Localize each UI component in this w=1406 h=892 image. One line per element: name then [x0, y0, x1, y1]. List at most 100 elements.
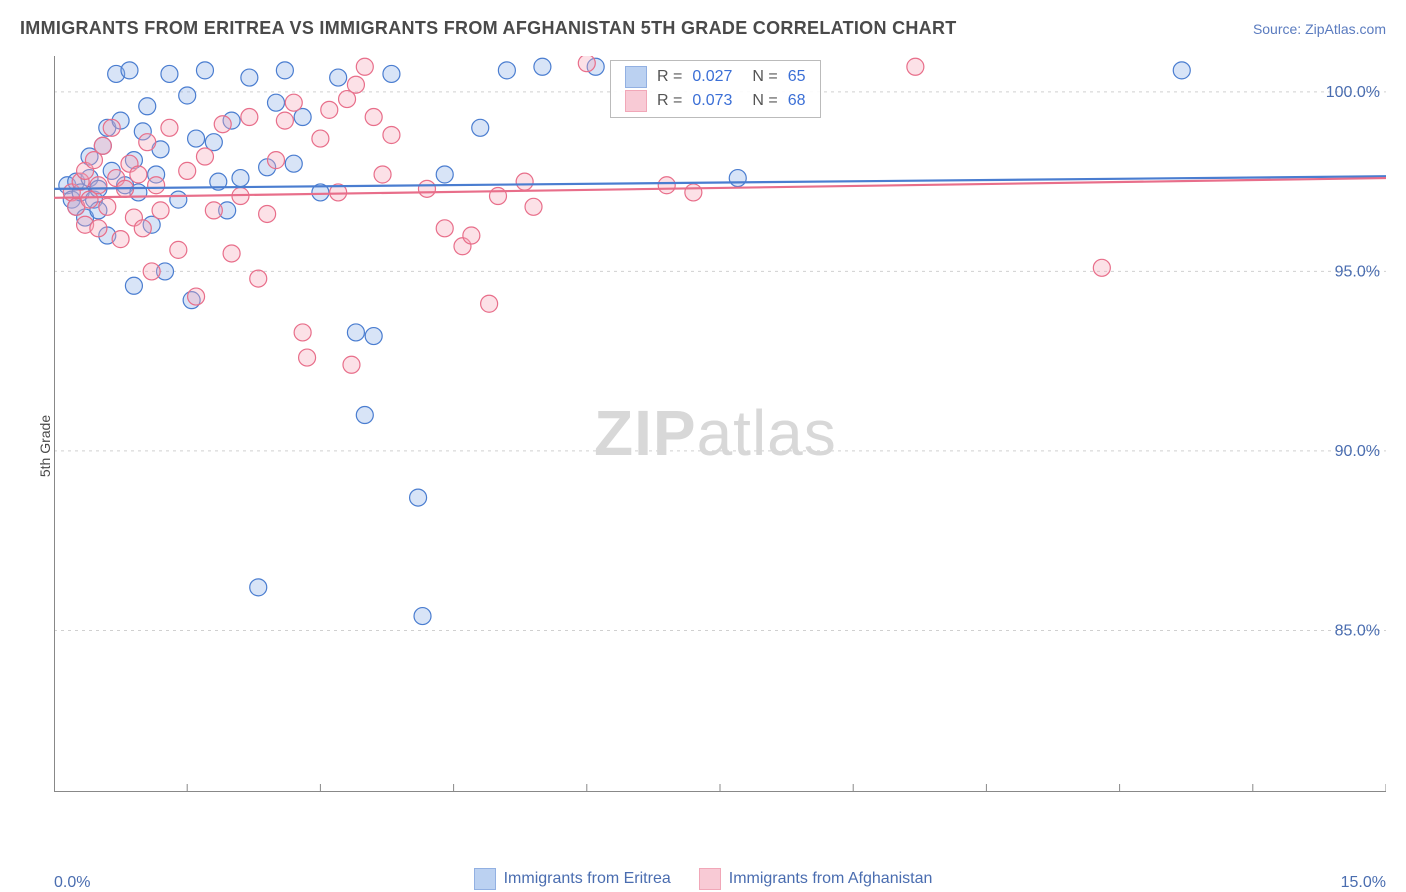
- scatter-point: [170, 241, 187, 258]
- scatter-point: [196, 148, 213, 165]
- scatter-point: [299, 349, 316, 366]
- scatter-point: [241, 109, 258, 126]
- r-value: 0.027: [692, 65, 732, 89]
- scatter-point: [90, 220, 107, 237]
- scatter-point: [294, 324, 311, 341]
- scatter-point: [143, 263, 160, 280]
- scatter-point: [134, 220, 151, 237]
- scatter-point: [250, 270, 267, 287]
- scatter-point: [179, 162, 196, 179]
- plot-container: 85.0%90.0%95.0%100.0% ZIPatlas R =0.027N…: [54, 56, 1386, 816]
- scatter-point: [223, 245, 240, 262]
- scatter-point: [103, 119, 120, 136]
- scatter-point: [205, 202, 222, 219]
- scatter-point: [498, 62, 515, 79]
- scatter-point: [170, 191, 187, 208]
- scatter-point: [516, 173, 533, 190]
- scatter-point: [374, 166, 391, 183]
- scatter-point: [188, 288, 205, 305]
- scatter-point: [139, 134, 156, 151]
- r-label: R =: [657, 65, 682, 89]
- legend-item: Immigrants from Eritrea: [474, 868, 671, 890]
- n-label: N =: [752, 89, 777, 113]
- r-value: 0.073: [692, 89, 732, 113]
- scatter-point: [125, 277, 142, 294]
- y-tick-label: 95.0%: [1335, 263, 1380, 280]
- scatter-point: [418, 180, 435, 197]
- scatter-point: [139, 98, 156, 115]
- scatter-point: [285, 155, 302, 172]
- scatter-point: [188, 130, 205, 147]
- scatter-point: [729, 170, 746, 187]
- scatter-point: [347, 324, 364, 341]
- scatter-point: [250, 579, 267, 596]
- scatter-point: [383, 126, 400, 143]
- scatter-point: [534, 58, 551, 75]
- scatter-point: [259, 205, 276, 222]
- scatter-point: [436, 220, 453, 237]
- scatter-point: [330, 69, 347, 86]
- y-axis-label: 5th Grade: [37, 415, 53, 477]
- scatter-point: [232, 170, 249, 187]
- y-tick-label: 85.0%: [1335, 622, 1380, 639]
- scatter-point: [94, 137, 111, 154]
- legend-item: Immigrants from Afghanistan: [699, 868, 933, 890]
- scatter-point: [463, 227, 480, 244]
- scatter-point: [383, 65, 400, 82]
- scatter-point: [365, 328, 382, 345]
- legend-label: Immigrants from Afghanistan: [729, 870, 933, 888]
- scatter-point: [347, 76, 364, 93]
- scatter-point: [285, 94, 302, 111]
- scatter-point: [276, 62, 293, 79]
- chart-title: IMMIGRANTS FROM ERITREA VS IMMIGRANTS FR…: [20, 18, 957, 39]
- scatter-point: [148, 177, 165, 194]
- scatter-point: [161, 119, 178, 136]
- scatter-point: [472, 119, 489, 136]
- scatter-point: [268, 94, 285, 111]
- scatter-point: [196, 62, 213, 79]
- r-label: R =: [657, 89, 682, 113]
- scatter-point: [276, 112, 293, 129]
- scatter-point: [356, 407, 373, 424]
- legend-swatch: [625, 66, 647, 88]
- scatter-point: [112, 231, 129, 248]
- scatter-point: [179, 87, 196, 104]
- stat-row: R =0.027N =65: [625, 65, 806, 89]
- y-tick-label: 90.0%: [1335, 443, 1380, 460]
- n-value: 68: [788, 89, 806, 113]
- n-value: 65: [788, 65, 806, 89]
- scatter-point: [1093, 259, 1110, 276]
- scatter-point: [414, 608, 431, 625]
- y-tick-label: 100.0%: [1326, 84, 1380, 101]
- scatter-plot-svg: 85.0% 90.0% 95.0% 100.0%: [54, 56, 1386, 792]
- legend-swatch: [474, 868, 496, 890]
- correlation-stat-box: R = 0.027 N = 65R = 0.073 N = 68: [610, 60, 821, 118]
- scatter-point: [152, 202, 169, 219]
- scatter-point: [525, 198, 542, 215]
- scatter-point: [436, 166, 453, 183]
- legend-swatch: [625, 90, 647, 112]
- scatter-point: [161, 65, 178, 82]
- scatter-point: [658, 177, 675, 194]
- scatter-point: [356, 58, 373, 75]
- scatter-point: [365, 109, 382, 126]
- legend-swatch: [699, 868, 721, 890]
- legend-label: Immigrants from Eritrea: [504, 870, 671, 888]
- scatter-point: [481, 295, 498, 312]
- source-attribution: Source: ZipAtlas.com: [1253, 21, 1386, 37]
- stat-row: R = 0.073 N = 68: [625, 89, 806, 113]
- scatter-point: [90, 177, 107, 194]
- scatter-point: [99, 198, 116, 215]
- scatter-point: [268, 152, 285, 169]
- scatter-point: [685, 184, 702, 201]
- series-legend: Immigrants from Eritrea Immigrants from A…: [0, 868, 1406, 890]
- scatter-point: [321, 101, 338, 118]
- scatter-point: [241, 69, 258, 86]
- scatter-point: [343, 356, 360, 373]
- scatter-point: [578, 56, 595, 72]
- scatter-point: [130, 166, 147, 183]
- scatter-point: [214, 116, 231, 133]
- scatter-point: [1173, 62, 1190, 79]
- scatter-point: [312, 130, 329, 147]
- scatter-point: [410, 489, 427, 506]
